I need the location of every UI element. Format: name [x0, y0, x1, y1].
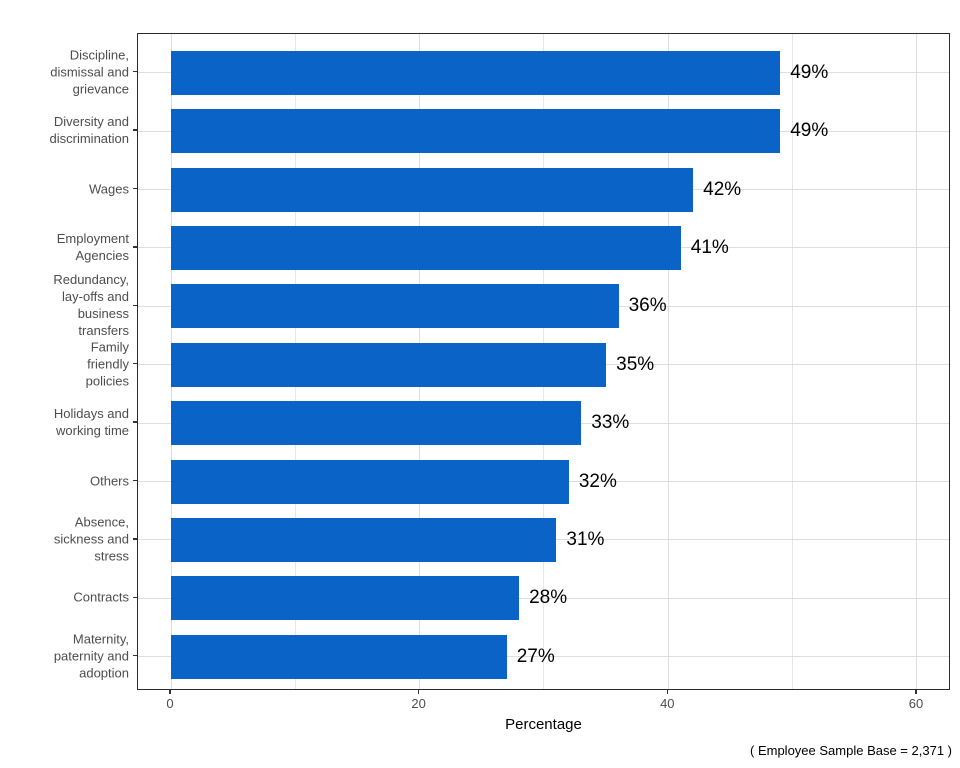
- y-axis-label: Discipline, dismissal and grievance: [50, 47, 129, 97]
- bar: [171, 50, 781, 95]
- y-axis-label: Redundancy, lay-offs and business transf…: [53, 272, 129, 339]
- gridline-v-minor: [792, 34, 794, 689]
- y-axis-label: Absence, sickness and stress: [53, 514, 129, 564]
- bar: [171, 109, 781, 154]
- bar: [171, 225, 681, 270]
- y-axis-tick: [133, 70, 137, 73]
- y-axis-tick: [133, 129, 137, 131]
- y-axis-label: Others: [89, 473, 129, 488]
- plot-panel: 49% 49% 42% 41% 36% 35% 33% 32% 31% 28% 27%: [137, 33, 950, 690]
- y-axis-tick: [133, 304, 137, 307]
- y-axis-tick: [133, 187, 137, 190]
- bar-value-label: 35%: [616, 353, 655, 375]
- bar-value-label: 27%: [516, 645, 555, 667]
- y-axis-tick: [133, 596, 137, 599]
- x-axis-title: Percentage: [505, 716, 582, 733]
- x-axis-tick: [169, 690, 171, 694]
- bar: [171, 459, 569, 504]
- bar-value-label: 49%: [790, 120, 829, 142]
- bar-value-label: 36%: [628, 295, 667, 317]
- x-axis-tick-label: 20: [411, 696, 426, 711]
- bar-value-label: 41%: [690, 236, 729, 258]
- bar-value-label: 49%: [790, 61, 829, 83]
- x-axis-tick: [666, 690, 669, 694]
- gridline-h: [138, 656, 949, 658]
- x-axis-tick-label: 60: [908, 696, 924, 711]
- y-axis-tick: [133, 538, 137, 540]
- gridline-v-major: [667, 34, 669, 689]
- y-axis-label: Family friendly policies: [85, 339, 129, 389]
- bar-value-label: 28%: [529, 587, 568, 609]
- y-axis-label: Employment Agencies: [56, 230, 129, 263]
- bar: [171, 167, 694, 212]
- bar: [171, 634, 507, 679]
- y-axis-tick: [133, 362, 137, 365]
- y-axis-label: Maternity, paternity and adoption: [53, 631, 129, 681]
- y-axis-tick: [133, 654, 137, 657]
- bar: [171, 342, 607, 387]
- y-axis-tick: [133, 479, 137, 482]
- x-axis-tick-label: 0: [166, 696, 174, 711]
- bar-value-label: 33%: [591, 412, 630, 434]
- bar: [171, 401, 582, 446]
- bar: [171, 517, 557, 562]
- bar: [171, 576, 520, 621]
- x-axis-tick: [915, 690, 917, 694]
- x-axis-tick-label: 40: [660, 696, 675, 711]
- y-axis-label: Diversity and discrimination: [49, 114, 129, 147]
- sample-base-note: ( Employee Sample Base = 2,371 ): [750, 743, 952, 758]
- bar-value-label: 31%: [566, 528, 605, 550]
- y-axis-tick: [133, 421, 137, 423]
- bar-value-label: 32%: [578, 470, 617, 492]
- bar: [171, 284, 619, 329]
- y-axis-label: Wages: [89, 181, 129, 196]
- y-axis-label: Contracts: [73, 589, 129, 605]
- y-axis-tick: [133, 246, 137, 248]
- gridline-h: [138, 597, 949, 599]
- y-axis-label: Holidays and working time: [53, 406, 129, 439]
- bar-value-label: 42%: [703, 178, 742, 200]
- gridline-v-major: [916, 34, 918, 689]
- x-axis-tick: [417, 690, 420, 694]
